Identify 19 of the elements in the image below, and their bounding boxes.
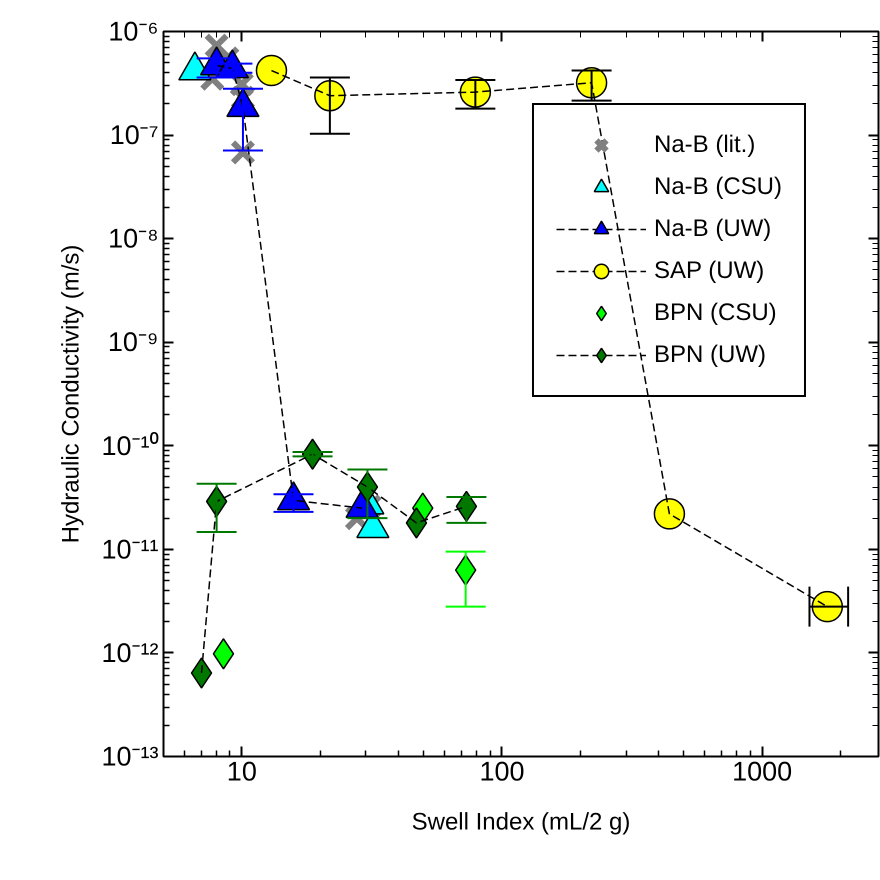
x-tick-label: 100 [479,756,525,786]
legend-label: Na-B (UW) [654,215,772,243]
legend-label: BPN (UW) [654,341,766,369]
y-tick-label: 10⁻⁷ [110,120,159,150]
y-tick-label: 10⁻⁸ [108,224,159,254]
x-axis-title: Swell Index (mL/2 g) [412,808,630,836]
y-tick-label: 10⁻⁹ [108,327,159,358]
y-tick-label: 10⁻¹² [101,638,159,668]
legend-label: SAP (UW) [654,257,764,285]
x-tick-label: 1000 [732,756,792,786]
legend-label: Na-B (lit.) [654,131,756,159]
y-tick-label: 10⁻¹⁰ [101,430,159,461]
y-tick-label: 10⁻¹³ [101,742,159,772]
x-tick-label: 10 [226,756,257,786]
legend-label: Na-B (CSU) [654,173,782,201]
y-tick-label: 10⁻⁶ [108,16,159,46]
legend-label: BPN (CSU) [654,299,777,327]
y-tick-label: 10⁻¹¹ [101,534,159,564]
y-axis-title: Hydraulic Conductivity (m/s) [57,244,84,544]
